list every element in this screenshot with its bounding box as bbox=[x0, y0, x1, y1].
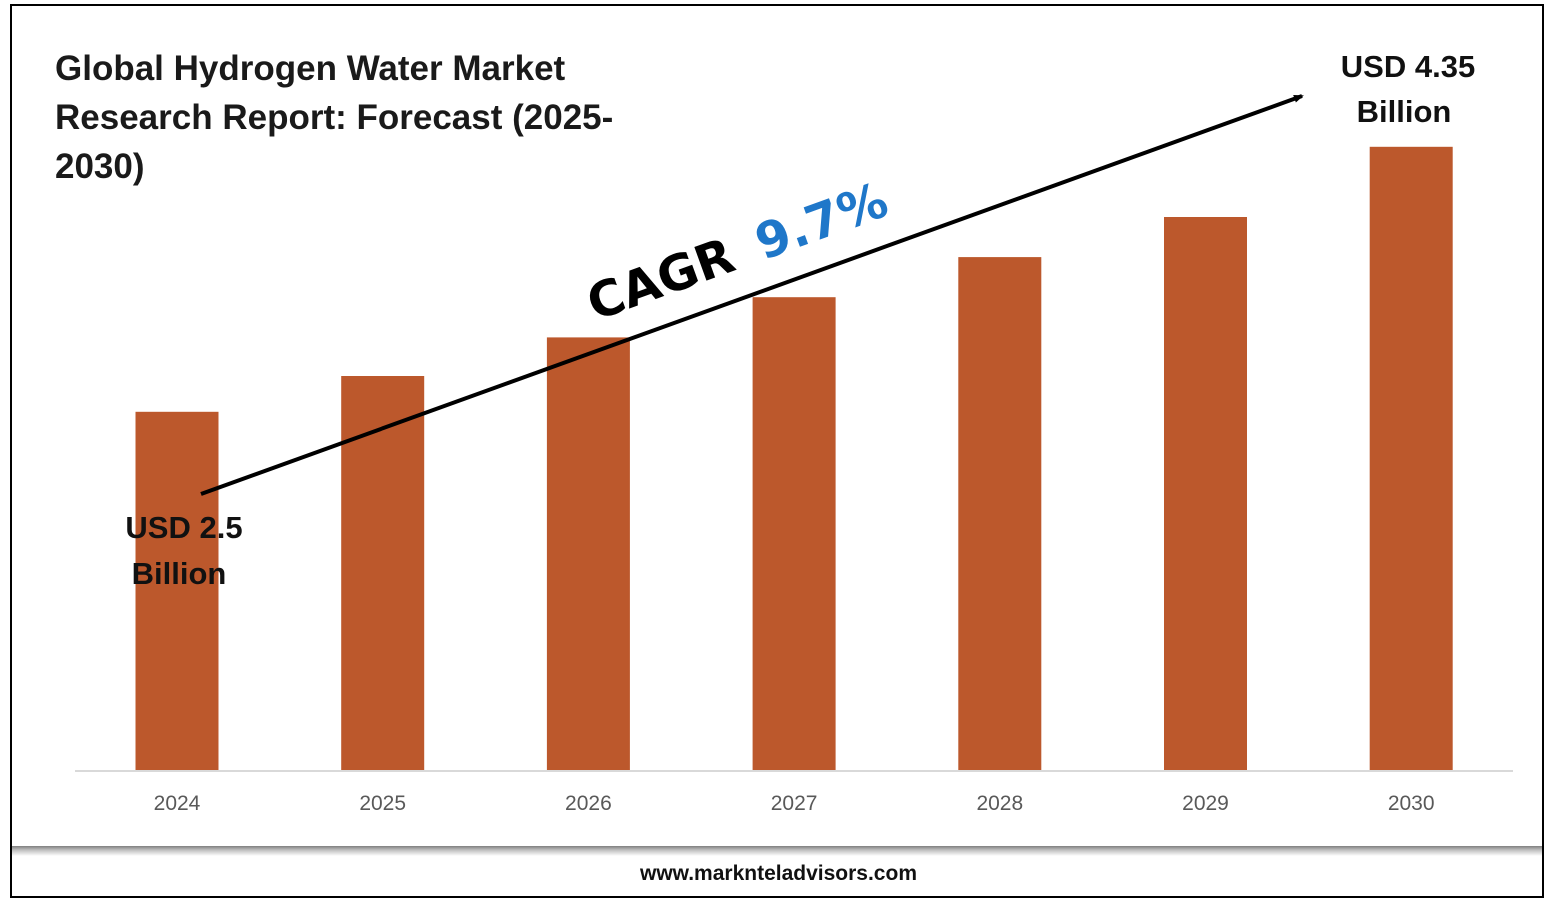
start-value-label-line1: USD 2.5 bbox=[125, 510, 242, 545]
bar-2030 bbox=[1369, 146, 1453, 771]
chart-title: Global Hydrogen Water Market Research Re… bbox=[55, 49, 614, 186]
bar-2024 bbox=[135, 411, 219, 770]
x-tick-label-2027: 2027 bbox=[771, 792, 818, 815]
cagr-trend-arrow bbox=[200, 94, 1304, 496]
x-tick-label-2024: 2024 bbox=[154, 792, 201, 815]
bar-2029 bbox=[1164, 217, 1247, 770]
x-tick-label-2030: 2030 bbox=[1388, 792, 1435, 815]
start-value-label-line2: Billion bbox=[132, 556, 227, 591]
x-tick-labels: 2024 2025 2026 2027 2028 2029 2030 bbox=[154, 792, 1435, 815]
x-tick-label-2029: 2029 bbox=[1182, 792, 1229, 815]
footer-source-url: www.marknteladvisors.com bbox=[640, 862, 917, 885]
x-tick-label-2028: 2028 bbox=[976, 792, 1023, 815]
cagr-label: CAGR bbox=[580, 227, 742, 332]
cagr-value: 9.7% bbox=[748, 172, 895, 272]
bars-group bbox=[135, 146, 1453, 771]
bar-2025 bbox=[341, 376, 425, 770]
x-tick-label-2025: 2025 bbox=[359, 792, 406, 815]
bar-2026 bbox=[546, 337, 630, 770]
end-value-label-line2: Billion bbox=[1357, 94, 1452, 129]
end-value-label-line1: USD 4.35 bbox=[1341, 49, 1475, 84]
cagr-annotation: CAGR 9.7% bbox=[580, 172, 895, 333]
x-tick-label-2026: 2026 bbox=[565, 792, 612, 815]
bar-2027 bbox=[752, 297, 836, 770]
footer-divider bbox=[12, 846, 1542, 856]
bar-2028 bbox=[958, 257, 1042, 771]
